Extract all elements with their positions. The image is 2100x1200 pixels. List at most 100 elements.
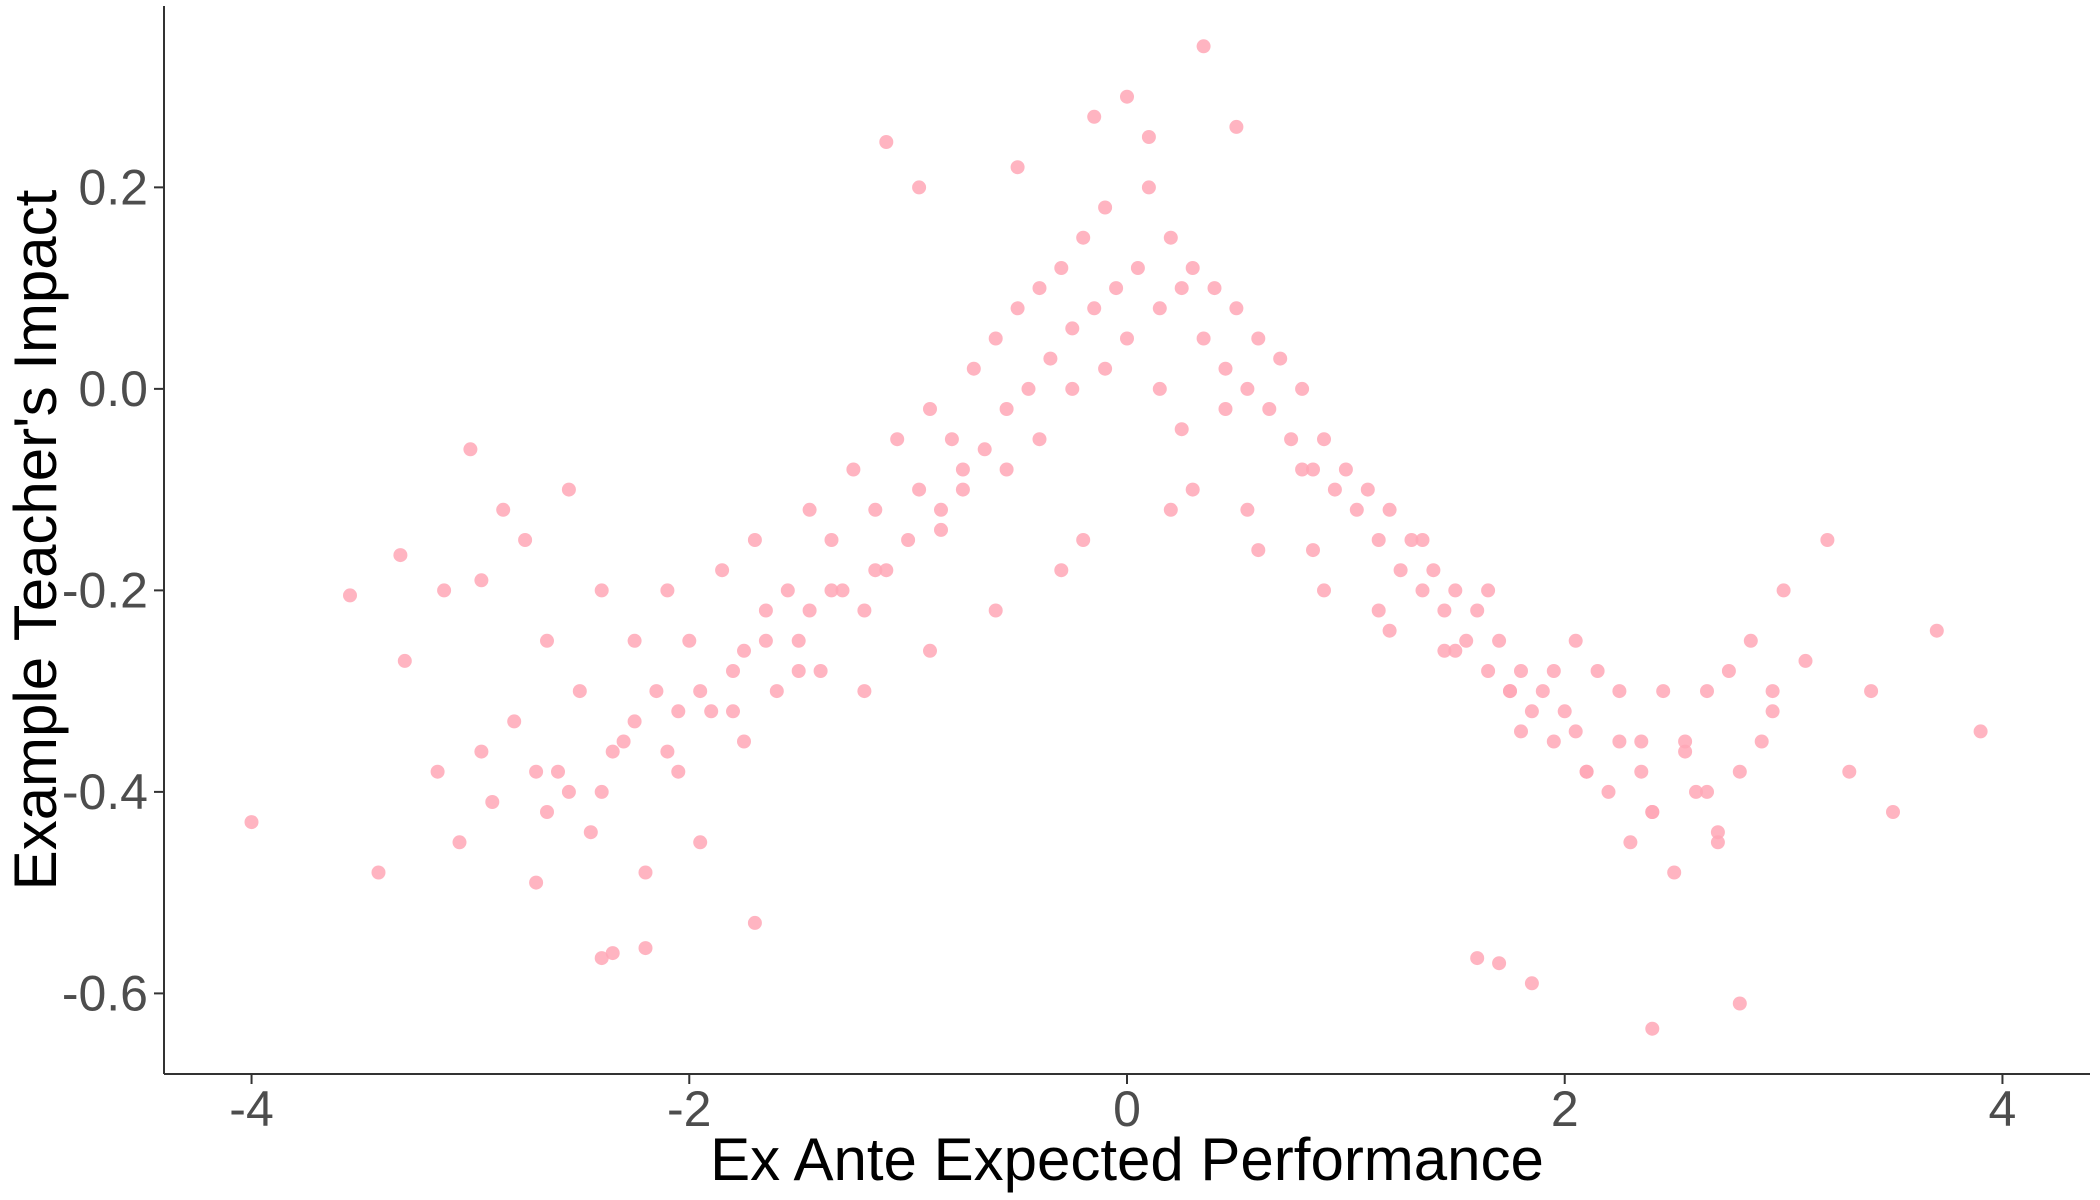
data-point: [1174, 281, 1189, 296]
data-point: [1514, 664, 1528, 678]
data-point: [934, 502, 948, 517]
data-point: [1317, 432, 1331, 447]
data-point: [1754, 734, 1769, 749]
data-point: [1382, 502, 1397, 517]
data-point: [1721, 664, 1736, 678]
data-point: [1371, 533, 1386, 547]
data-point: [485, 795, 500, 809]
data-point: [835, 583, 850, 598]
x-tick-label: 0: [1113, 1081, 1141, 1137]
data-point: [1623, 835, 1638, 850]
data-point: [463, 442, 478, 457]
data-point: [934, 522, 948, 537]
data-point: [1141, 180, 1156, 195]
data-point: [1415, 533, 1430, 547]
data-point: [1087, 109, 1102, 124]
data-point: [1765, 684, 1780, 699]
data-point: [1196, 331, 1211, 346]
data-point: [1152, 301, 1167, 316]
data-point: [474, 573, 489, 588]
y-ticks: -0.6 -0.4 -0.2 0.0 0.2: [62, 159, 164, 1021]
data-point: [1251, 543, 1266, 558]
data-point: [1054, 563, 1069, 578]
data-point: [1152, 381, 1167, 396]
x-ticks: -4 -2 0 2 4: [229, 1074, 2016, 1137]
data-point: [437, 583, 452, 598]
data-point: [1218, 402, 1233, 416]
data-point: [999, 402, 1014, 416]
data-point: [1382, 623, 1397, 638]
data-point: [1929, 623, 1944, 638]
y-tick-label: -0.6: [62, 965, 148, 1021]
data-point: [1306, 462, 1320, 477]
data-point: [1327, 482, 1342, 497]
data-point: [1415, 583, 1430, 598]
data-point: [1338, 462, 1353, 477]
y-tick-label: 0.2: [78, 159, 148, 215]
data-point: [561, 784, 576, 799]
data-point: [901, 533, 916, 547]
data-point: [1076, 230, 1091, 245]
points-layer: [244, 39, 1988, 1036]
data-point: [1360, 482, 1375, 497]
data-point: [726, 704, 740, 719]
data-point: [1130, 261, 1145, 275]
data-point: [1218, 361, 1233, 376]
data-point: [1743, 633, 1758, 648]
data-point: [1437, 643, 1452, 658]
data-point: [1579, 764, 1594, 779]
data-point: [594, 951, 609, 966]
data-point: [1842, 764, 1857, 779]
data-point: [1251, 331, 1266, 346]
data-point: [955, 482, 970, 497]
data-point: [1710, 825, 1725, 840]
data-point: [371, 865, 386, 880]
data-point: [912, 482, 927, 497]
data-point: [1306, 543, 1320, 558]
data-point: [1864, 684, 1879, 699]
data-point: [1459, 633, 1474, 648]
data-point: [561, 482, 576, 497]
data-point: [1590, 664, 1605, 678]
data-point: [857, 603, 872, 618]
data-point: [430, 764, 445, 779]
data-point: [1196, 39, 1211, 54]
data-point: [999, 462, 1014, 477]
data-point: [1710, 835, 1725, 850]
data-point: [1470, 603, 1485, 618]
data-point: [1207, 281, 1222, 296]
data-point: [955, 462, 970, 477]
data-point: [1371, 603, 1386, 618]
data-point: [737, 734, 751, 749]
data-point: [452, 835, 467, 850]
data-point: [1503, 684, 1517, 699]
data-point: [1262, 402, 1277, 416]
data-point: [1229, 119, 1244, 134]
data-point: [1349, 502, 1364, 517]
data-point: [1886, 805, 1900, 819]
data-point: [1612, 684, 1627, 699]
data-point: [1820, 533, 1835, 547]
data-point: [715, 563, 730, 578]
data-point: [1678, 734, 1693, 749]
data-point: [1481, 583, 1496, 598]
data-point: [1535, 684, 1550, 699]
data-point: [551, 764, 565, 779]
data-point: [1448, 583, 1463, 598]
data-point: [846, 462, 861, 477]
data-point: [1240, 381, 1255, 396]
data-point: [1065, 381, 1080, 396]
data-point: [988, 331, 1003, 346]
data-point: [1492, 956, 1507, 971]
data-point: [682, 633, 697, 648]
data-point: [1448, 643, 1463, 658]
data-point: [343, 588, 357, 603]
data-point: [1010, 301, 1025, 316]
data-point: [912, 180, 927, 195]
data-point: [1284, 432, 1299, 447]
data-point: [393, 548, 408, 563]
x-tick-label: 4: [1989, 1081, 2017, 1137]
data-point: [660, 583, 675, 598]
y-tick-label: -0.2: [62, 562, 148, 618]
data-point: [1404, 533, 1419, 547]
